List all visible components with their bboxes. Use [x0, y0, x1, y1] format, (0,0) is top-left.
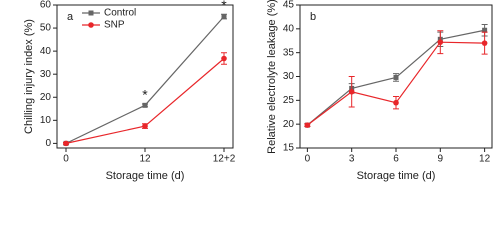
- marker: [348, 88, 355, 95]
- plot-frame: [56, 4, 234, 149]
- y-tick-label: 10: [40, 115, 52, 126]
- y-tick-label: 20: [40, 92, 52, 103]
- legend-marker: [88, 22, 94, 28]
- x-tick-label: 6: [393, 154, 399, 165]
- legend-label: Control: [104, 8, 136, 19]
- y-tick-label: 30: [283, 71, 295, 82]
- x-tick-label: 0: [63, 154, 69, 165]
- marker: [142, 102, 148, 108]
- marker: [304, 122, 311, 128]
- x-tick-label: 0: [305, 154, 311, 165]
- marker: [142, 123, 148, 129]
- marker: [482, 27, 488, 33]
- panel-label: a: [67, 11, 74, 23]
- y-tick-label: 40: [40, 46, 52, 57]
- x-tick-label: 12: [139, 154, 151, 165]
- marker: [481, 40, 488, 46]
- y-tick-label: 40: [283, 23, 295, 34]
- y-tick-label: 15: [283, 143, 295, 154]
- legend-label: SNP: [104, 20, 125, 31]
- y-tick-label: 30: [40, 69, 52, 80]
- x-tick-label: 12+2: [213, 154, 236, 165]
- marker: [437, 39, 444, 45]
- legend-marker: [88, 10, 94, 16]
- panel-label: b: [310, 11, 316, 23]
- y-tick-label: 50: [40, 23, 52, 34]
- x-axis-label: Storage time (d): [357, 170, 436, 182]
- marker: [63, 140, 69, 147]
- x-axis-label: Storage time (d): [106, 170, 185, 182]
- marker: [393, 99, 399, 106]
- y-tick-label: 60: [40, 0, 52, 11]
- page: 0 12 12+2 0 10 20 30 40 50 60 a Storage time (d) Chi…: [22, 0, 493, 182]
- y-axis-label: Chilling injury index (%): [23, 19, 35, 134]
- annotation: *: [221, 0, 227, 13]
- marker: [221, 55, 227, 62]
- y-tick-label: 35: [283, 47, 295, 58]
- series-line: [307, 41, 485, 126]
- x-tick-label: 12: [479, 154, 491, 165]
- x-tick-label: 3: [349, 154, 355, 165]
- y-tick-label: 45: [283, 0, 295, 11]
- y-tick-label: 25: [283, 95, 295, 106]
- y-axis-label: Relative electrolyte leakage (%): [266, 0, 278, 154]
- marker: [221, 14, 227, 20]
- plot-frame: [299, 4, 493, 149]
- marker: [393, 74, 399, 80]
- y-tick-label: 20: [283, 119, 295, 130]
- y-tick-label: 0: [45, 138, 51, 149]
- annotation: *: [142, 87, 148, 103]
- x-tick-label: 9: [438, 154, 444, 165]
